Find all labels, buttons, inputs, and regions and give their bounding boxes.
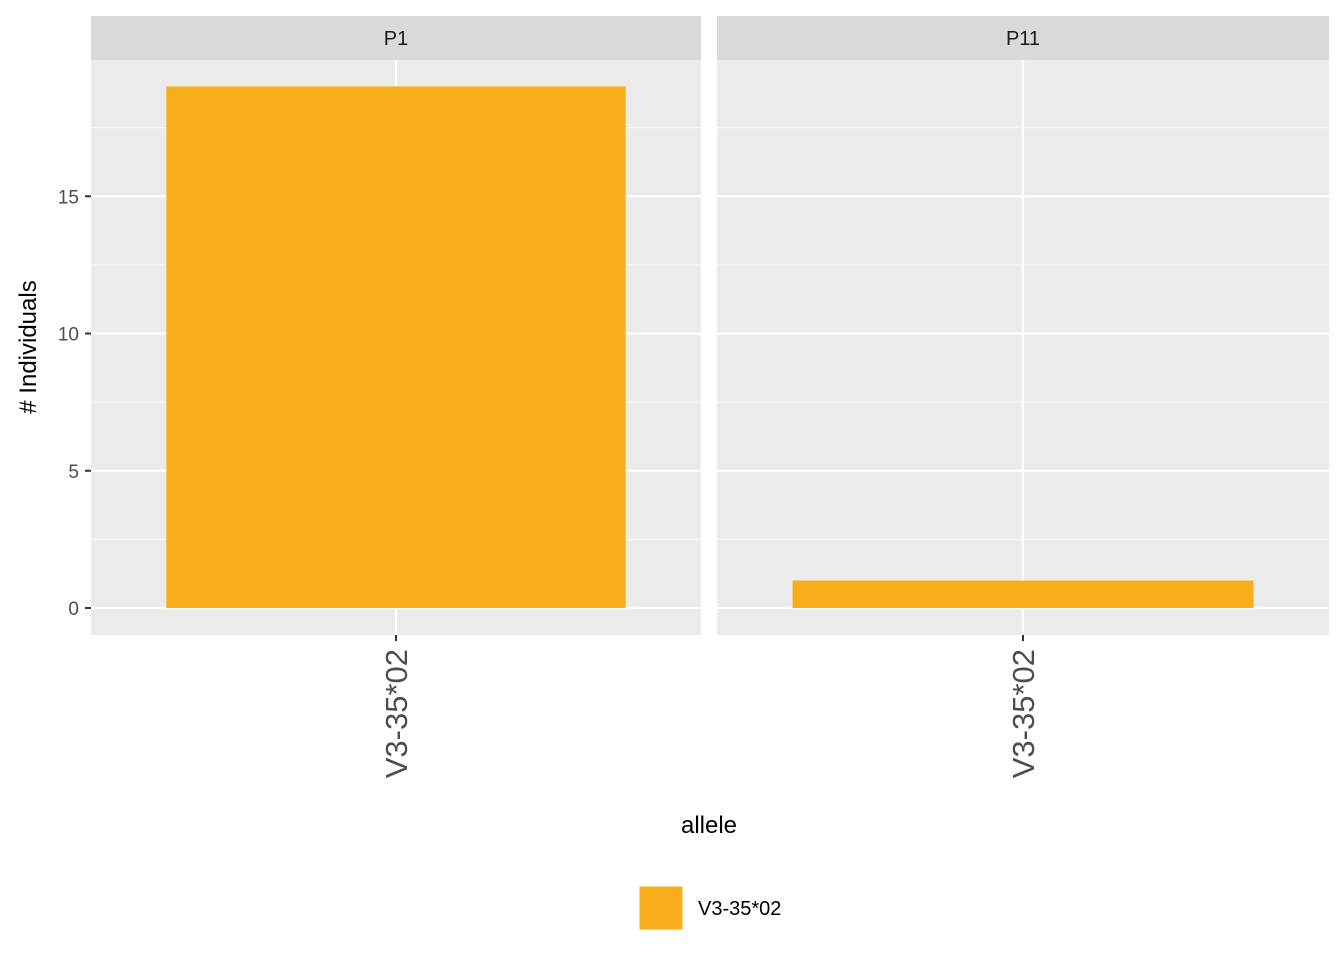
bar bbox=[792, 580, 1254, 608]
panel-strip-label: P11 bbox=[1006, 28, 1040, 50]
y-tick-label: 5 bbox=[68, 462, 79, 483]
panel-p1: P1 V3-35*02 bbox=[91, 16, 701, 778]
y-tick-label: 0 bbox=[68, 599, 79, 620]
panel-strip bbox=[717, 16, 1329, 60]
x-axis-title: allele bbox=[681, 812, 737, 839]
panels: P1 V3-35*02 P11 V3-35*02 bbox=[91, 16, 1329, 778]
panel-strip-label: P1 bbox=[384, 28, 408, 50]
panel-p11: P11 V3-35*02 bbox=[717, 16, 1329, 778]
bar bbox=[166, 86, 626, 608]
legend: V3-35*02 bbox=[638, 885, 781, 931]
y-axis: 0 5 10 15 bbox=[58, 187, 91, 620]
y-axis-title: # Individuals bbox=[15, 280, 42, 413]
x-tick-label: V3-35*02 bbox=[379, 649, 414, 778]
y-tick-label: 10 bbox=[58, 325, 79, 346]
legend-label: V3-35*02 bbox=[698, 898, 781, 920]
panel-strip bbox=[91, 16, 701, 60]
y-tick-label: 15 bbox=[58, 187, 79, 208]
x-tick-label: V3-35*02 bbox=[1006, 649, 1041, 778]
legend-key bbox=[638, 885, 684, 931]
